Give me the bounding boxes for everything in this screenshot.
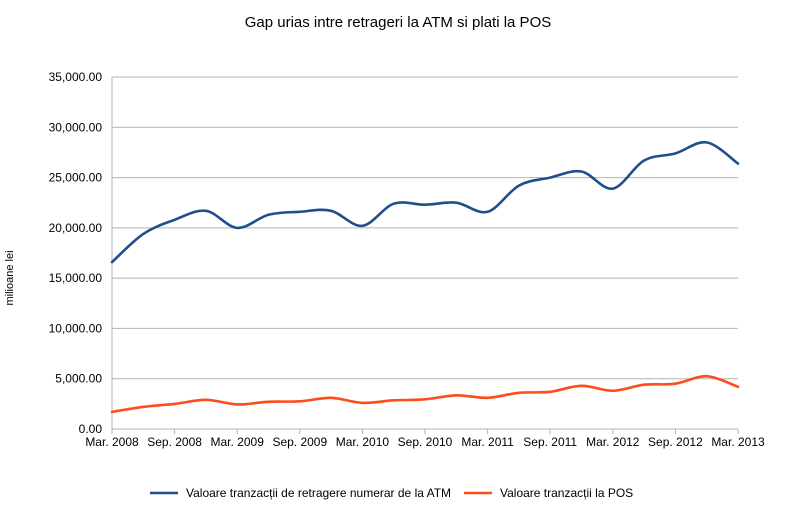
x-tick-label: Sep. 2009 <box>272 435 327 449</box>
x-tick-label: Mar. 2009 <box>211 435 265 449</box>
series-lines <box>110 140 740 414</box>
x-tick-label: Mar. 2013 <box>711 435 765 449</box>
y-tick-label: 25,000.00 <box>49 171 103 185</box>
series-line-2 <box>110 374 740 414</box>
x-tick-label: Sep. 2008 <box>147 435 202 449</box>
x-tick-label: Sep. 2012 <box>648 435 703 449</box>
x-tick-label: Mar. 2010 <box>336 435 390 449</box>
legend: Valoare tranzacții de retragere numerar … <box>150 486 633 500</box>
y-tick-label: 0.00 <box>79 422 103 436</box>
axes <box>111 77 739 434</box>
x-tick-label: Mar. 2012 <box>586 435 640 449</box>
series-line-1 <box>110 140 740 264</box>
x-tick-label: Sep. 2010 <box>398 435 453 449</box>
x-tick-label: Mar. 2011 <box>461 435 514 449</box>
y-tick-label: 10,000.00 <box>49 321 103 335</box>
y-tick-label: 20,000.00 <box>49 221 103 235</box>
x-tick-labels: Mar. 2008 Sep. 2008 Mar. 2009 Sep. 2009 Mar.… <box>85 435 765 449</box>
gridlines <box>112 76 738 430</box>
legend-label-2: Valoare tranzacții la POS <box>500 486 633 500</box>
chart-title: Gap urias intre retrageri la ATM si plat… <box>244 14 552 31</box>
y-tick-label: 5,000.00 <box>55 372 102 386</box>
legend-label-1: Valoare tranzacții de retragere numerar … <box>186 486 451 500</box>
x-tick-label: Mar. 2008 <box>85 435 139 449</box>
x-tick-label: Sep. 2011 <box>523 435 577 449</box>
y-tick-label: 35,000.00 <box>49 70 103 84</box>
y-tick-labels: 0.00 5,000.00 10,000.00 15,000.00 20,000.00 2… <box>49 70 103 436</box>
y-tick-label: 15,000.00 <box>49 271 103 285</box>
y-tick-label: 30,000.00 <box>49 120 103 134</box>
